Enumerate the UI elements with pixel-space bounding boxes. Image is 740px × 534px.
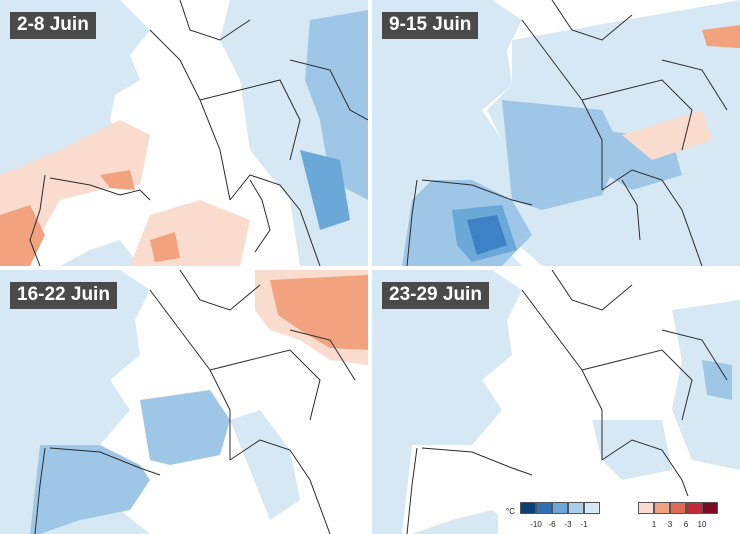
cool-anomaly-italy	[230, 410, 300, 520]
cool-anomaly-france-south	[140, 390, 230, 465]
cool-anomaly-strong	[305, 10, 368, 200]
map-panel-week-4: 23-29 Juin	[372, 270, 740, 534]
cool-anomaly-med	[592, 420, 672, 480]
cool-anomaly-iberia	[30, 445, 150, 534]
legend-swatch-negative	[552, 502, 568, 514]
legend-unit: °C	[506, 507, 515, 516]
warm-anomaly-east	[622, 110, 712, 160]
cool-anomaly-balkans	[300, 150, 350, 230]
week-label: 2-8 Juin	[10, 12, 96, 39]
legend-tick-negative: -10	[530, 520, 542, 529]
legend-swatch-positive	[654, 502, 670, 514]
anomaly-map-week-3	[0, 270, 368, 534]
strong-warm-anomaly-2	[100, 170, 135, 190]
legend-tick-positive: 3	[667, 520, 673, 529]
legend-swatch-positive	[686, 502, 702, 514]
legend-swatch-negative	[520, 502, 536, 514]
legend-swatch-negative	[568, 502, 584, 514]
color-legend: °C -10 -6 -3 -1 1 3 6 10	[498, 496, 740, 534]
anomaly-map-week-4	[372, 270, 740, 534]
panel-divider-horizontal	[0, 266, 740, 270]
strong-warm-anomaly-3	[150, 232, 180, 262]
week-label: 9-15 Juin	[382, 12, 479, 39]
week-label: 23-29 Juin	[382, 282, 489, 309]
cool-anomaly-strongest	[467, 215, 507, 255]
map-panel-week-3: 16-22 Juin	[0, 270, 368, 534]
legend-tick-negative: -1	[580, 520, 588, 529]
map-panel-week-1: 2-8 Juin	[0, 0, 368, 266]
map-panel-week-2: 9-15 Juin	[372, 0, 740, 266]
warm-anomaly-ne	[702, 25, 740, 48]
legend-tick-negative: -3	[564, 520, 572, 529]
legend-tick-positive: 1	[651, 520, 657, 529]
legend-tick-positive: 10	[697, 520, 707, 529]
anomaly-map-week-2	[372, 0, 740, 266]
legend-swatch-negative	[584, 502, 600, 514]
legend-swatch-positive	[702, 502, 718, 514]
legend-swatch-negative	[536, 502, 552, 514]
cool-anomaly-balkans	[702, 360, 732, 400]
week-label: 16-22 Juin	[10, 282, 117, 309]
strong-warm-anomaly-germany	[270, 275, 368, 350]
legend-tick-negative: -6	[548, 520, 556, 529]
legend-swatch-positive	[670, 502, 686, 514]
legend-tick-positive: 6	[683, 520, 689, 529]
legend-swatch-positive	[638, 502, 654, 514]
anomaly-map-week-1	[0, 0, 368, 266]
